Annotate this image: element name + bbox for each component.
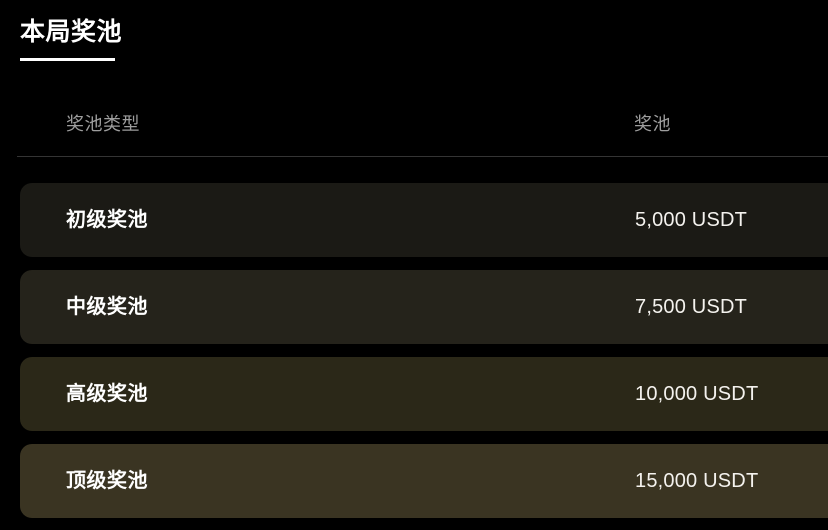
header-divider (17, 156, 828, 157)
table-row: 高级奖池 10,000 USDT (20, 357, 828, 431)
table-row: 中级奖池 7,500 USDT (20, 270, 828, 344)
pool-amount-value: 7,500 USDT (635, 296, 748, 318)
pool-amount-value: 15,000 USDT (635, 470, 759, 492)
column-header-pool-type: 奖池类型 (66, 114, 140, 134)
table-row: 顶级奖池 15,000 USDT (20, 444, 828, 518)
pool-type-label: 中级奖池 (66, 296, 148, 318)
table-row: 初级奖池 5,000 USDT (20, 183, 828, 257)
pool-amount-value: 10,000 USDT (635, 383, 759, 405)
title-underline (20, 58, 115, 61)
pool-type-label: 初级奖池 (66, 209, 148, 231)
pool-amount-value: 5,000 USDT (635, 209, 748, 231)
column-header-pool: 奖池 (634, 114, 671, 134)
pool-type-label: 顶级奖池 (66, 470, 148, 492)
pool-type-label: 高级奖池 (66, 383, 148, 405)
section-title: 本局奖池 (20, 18, 123, 46)
